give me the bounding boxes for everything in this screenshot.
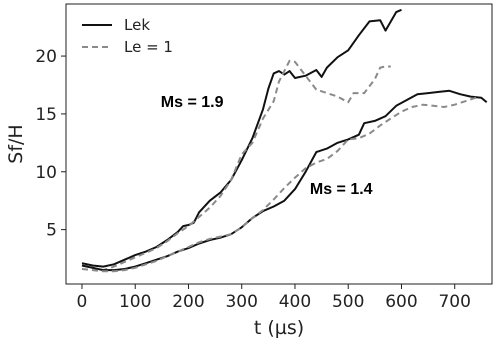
legend-label-lek: Lek: [124, 16, 150, 34]
annotation-ms-1-4: Ms = 1.4: [310, 181, 373, 198]
series-line-lek-14: [81, 89, 488, 272]
x-tick-label: 500: [332, 292, 364, 312]
y-axis-label: Sf/H: [5, 124, 27, 163]
y-tick-label: 20: [35, 47, 57, 67]
legend: Lek Le = 1: [82, 16, 173, 56]
plot-frame: [65, 3, 493, 285]
series-line-lek-19: [81, 8, 402, 268]
x-tick-label: 300: [225, 292, 257, 312]
x-tick-label: 700: [438, 292, 470, 312]
ticks-layer: 0 100 200 300 400 500 600 700 5 10 15 20: [35, 47, 471, 312]
annotation-ms-1-9: Ms = 1.9: [161, 94, 224, 111]
y-tick-label: 15: [35, 105, 57, 125]
x-tick-label: 200: [172, 292, 204, 312]
y-tick-label: 5: [46, 221, 57, 241]
series-line-le1-19: [81, 59, 391, 272]
legend-label-le1: Le = 1: [124, 38, 173, 56]
x-tick-label: 0: [77, 292, 88, 312]
x-tick-label: 600: [385, 292, 417, 312]
series-layer: [81, 8, 488, 273]
y-tick-label: 10: [35, 163, 57, 183]
x-tick-label: 400: [279, 292, 311, 312]
x-axis-label: t (µs): [254, 317, 304, 339]
x-tick-label: 100: [119, 292, 151, 312]
